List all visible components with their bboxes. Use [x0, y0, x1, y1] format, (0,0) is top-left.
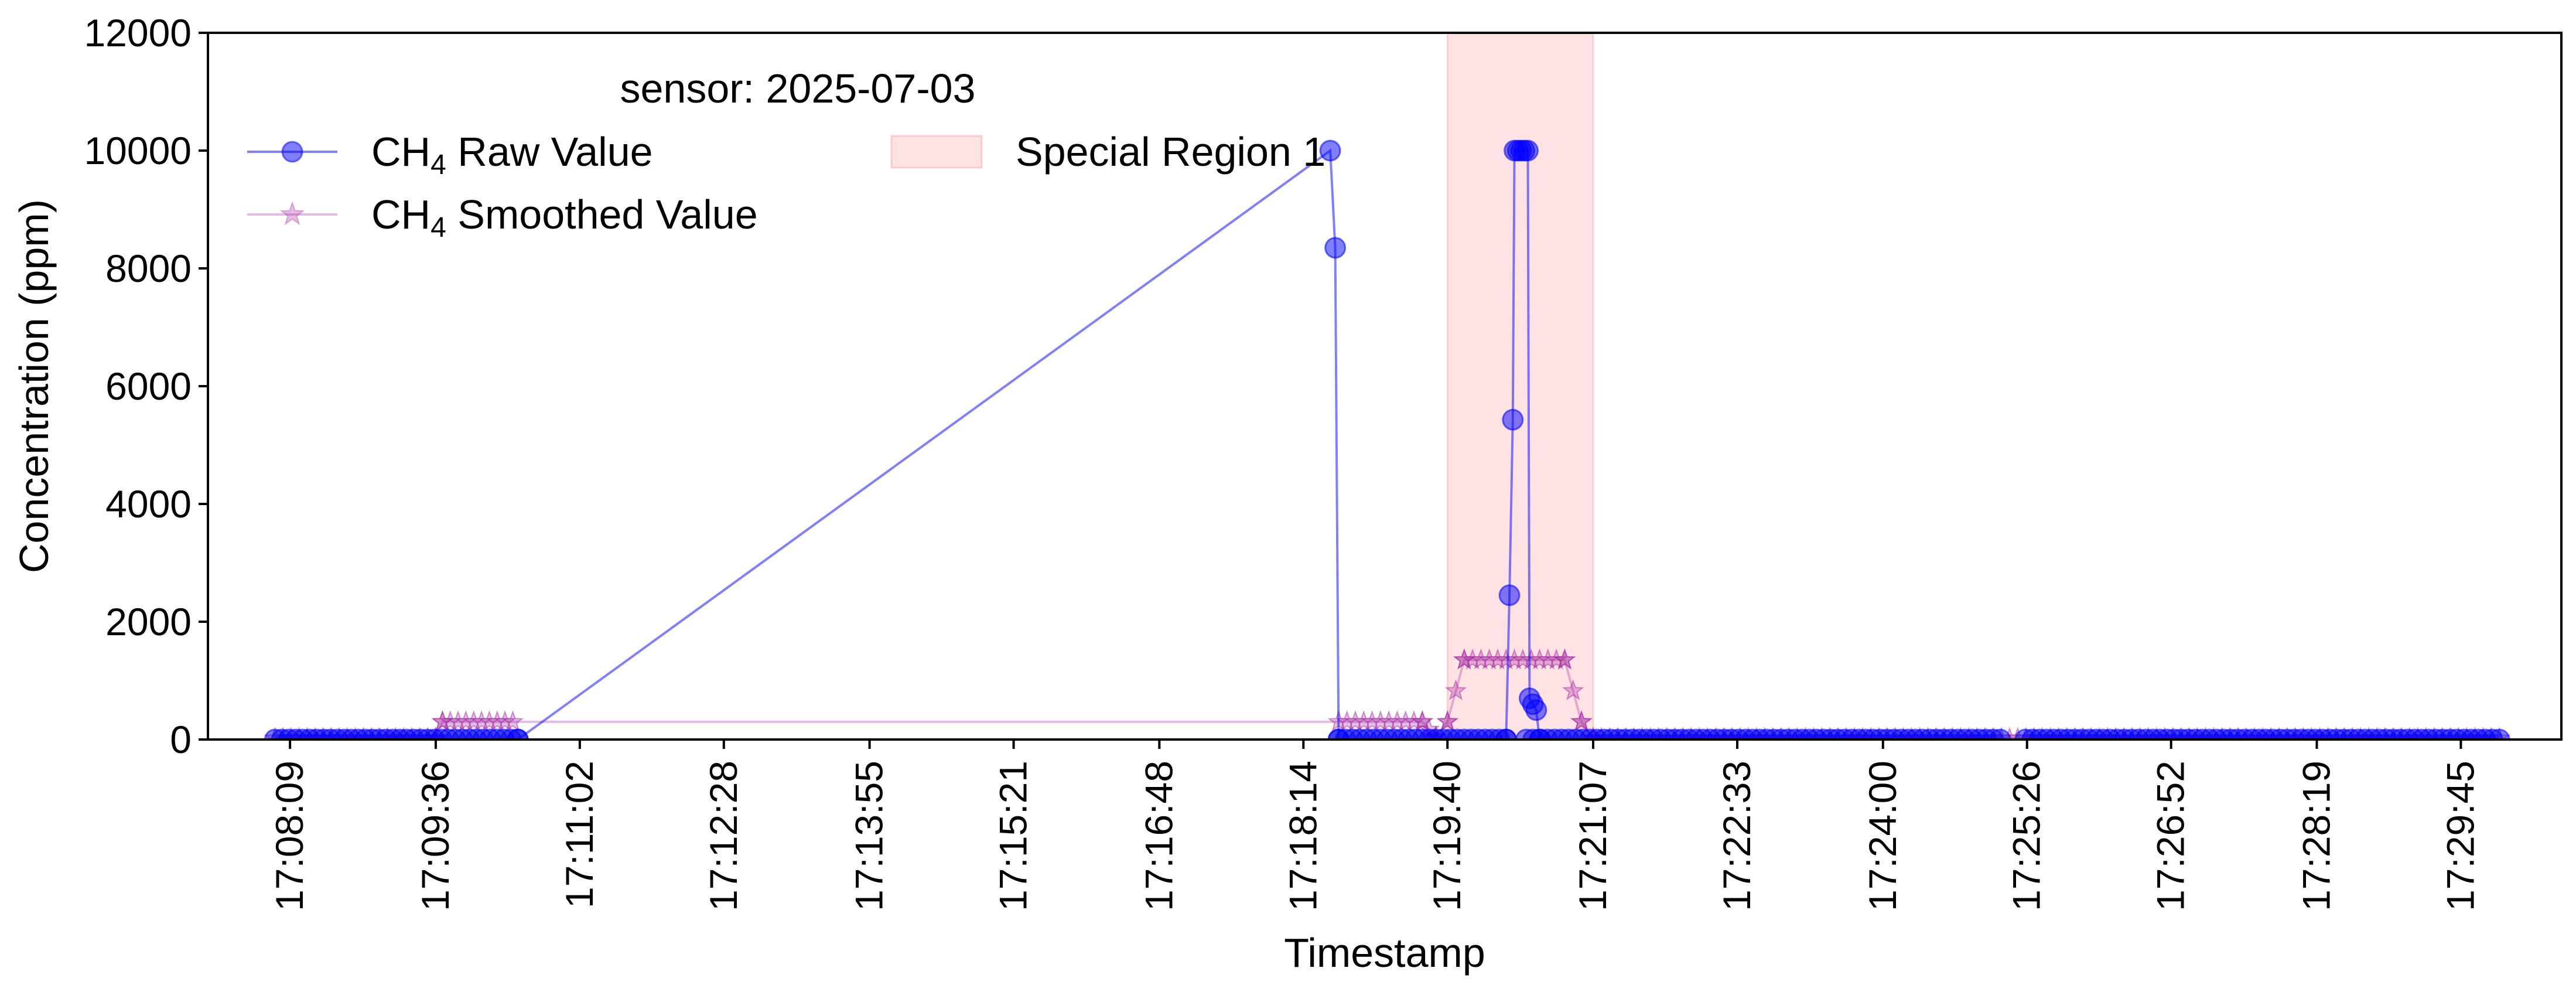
smoothed-point [1470, 648, 1492, 670]
y-tick-label: 0 [170, 718, 192, 761]
smoothed-point [1453, 648, 1475, 670]
raw-point [1517, 139, 1539, 162]
smoothed-point [1403, 710, 1425, 731]
raw-series-line [517, 148, 1541, 740]
raw-point [1495, 728, 1517, 740]
smoothed-point [1436, 710, 1459, 731]
x-tick-label: 17:29:45 [2438, 761, 2482, 911]
x-tick-label: 17:19:40 [1425, 761, 1468, 911]
smoothed-point [1570, 710, 1593, 731]
smoothed-point [1352, 710, 1375, 731]
smoothed-point [1461, 648, 1484, 670]
y-tick-label: 4000 [105, 482, 192, 526]
special-region [1446, 33, 1594, 740]
smoothed-point [1520, 648, 1543, 670]
x-tick-label: 17:09:36 [414, 761, 457, 911]
x-tick-label: 17:18:14 [1281, 761, 1324, 911]
smoothed-point [1444, 679, 1467, 701]
x-axis: 17:08:09 17:09:36 17:11:02 17:12:28 17:13:55… [268, 740, 2482, 911]
x-tick-label: 17:25:26 [2005, 761, 2048, 911]
smoothed-point [1536, 648, 1559, 670]
smoothed-point [462, 710, 485, 731]
smoothed-point [486, 710, 508, 731]
y-tick-label: 2000 [105, 600, 192, 643]
y-tick-label: 12000 [84, 11, 192, 54]
smoothed-point [1495, 648, 1518, 670]
smoothed-point [431, 710, 454, 731]
smoothed-point [1545, 648, 1568, 670]
y-axis: 0 2000 4000 6000 8000 10000 12000 [84, 11, 208, 761]
raw-point [1324, 237, 1347, 259]
x-tick-label: 17:12:28 [702, 761, 745, 911]
highlight-regions [1446, 33, 1594, 740]
legend-label-smoothed: CH4 Smoothed Value [371, 192, 758, 243]
x-tick-label: 17:28:19 [2294, 761, 2338, 911]
smoothed-point [1378, 710, 1400, 731]
x-tick-label: 17:24:00 [1861, 761, 1904, 911]
legend-entry-special-region: Special Region 1 [890, 129, 1325, 175]
smoothed-point [439, 710, 462, 731]
legend: sensor: 2025-07-03 CH4 Raw Value CH4 Smo… [247, 66, 1325, 243]
raw-point [507, 728, 529, 740]
raw-point [1327, 728, 1350, 740]
smoothed-point [1361, 710, 1383, 731]
smoothed-point [478, 710, 501, 731]
smoothed-point [470, 710, 493, 731]
x-tick-label: 17:21:07 [1571, 761, 1614, 911]
series-layer [264, 139, 2511, 740]
raw-point [1498, 584, 1521, 606]
raw-point [2488, 728, 2510, 740]
smoothed-point [431, 710, 454, 731]
smoothed-point [1553, 648, 1576, 670]
raw-point [1525, 699, 1547, 721]
smoothed-point [1436, 710, 1459, 731]
smoothed-point [1335, 710, 1358, 731]
x-tick-label: 17:13:55 [848, 761, 891, 911]
y-tick-label: 8000 [105, 247, 192, 290]
smoothed-point [1553, 648, 1576, 670]
smoothed-point [447, 710, 469, 731]
legend-entry-raw: CH4 Raw Value [247, 129, 653, 180]
legend-title: sensor: 2025-07-03 [620, 66, 975, 111]
legend-label-special-region: Special Region 1 [1016, 129, 1325, 175]
y-tick-label: 6000 [105, 364, 192, 408]
smoothed-point [1478, 648, 1501, 670]
y-tick-label: 10000 [84, 129, 192, 172]
raw-point [1529, 728, 1551, 740]
legend-entry-smoothed: CH4 Smoothed Value [247, 192, 758, 243]
smoothed-point [501, 710, 524, 731]
y-axis-title: Concentration (ppm) [11, 199, 57, 573]
x-tick-label: 17:15:21 [992, 761, 1035, 911]
raw-point [1319, 139, 1341, 162]
x-tick-label: 17:22:33 [1715, 761, 1758, 911]
raw-markers [264, 139, 2510, 740]
x-tick-label: 17:16:48 [1137, 761, 1180, 911]
smoothed-point [1570, 710, 1593, 731]
raw-point [1989, 728, 2011, 740]
smoothed-point [1487, 648, 1509, 670]
smoothed-point [455, 710, 477, 731]
smoothed-point [1411, 710, 1434, 731]
smoothed-point [1411, 710, 1434, 731]
smoothed-point [1453, 648, 1475, 670]
legend-label-raw: CH4 Raw Value [371, 129, 653, 180]
x-tick-label: 17:26:52 [2149, 761, 2192, 911]
smoothed-point [1369, 710, 1392, 731]
smoothed-point [1528, 648, 1551, 670]
smoothed-point [1344, 710, 1366, 731]
smoothed-point [1394, 710, 1417, 731]
smoothed-point [1386, 710, 1409, 731]
x-axis-title: Timestamp [1284, 930, 1485, 976]
raw-point [1502, 408, 1524, 431]
smoothed-point [494, 710, 517, 731]
x-tick-label: 17:11:02 [558, 761, 601, 908]
smoothed-point [1562, 679, 1584, 701]
x-tick-label: 17:08:09 [268, 761, 311, 911]
